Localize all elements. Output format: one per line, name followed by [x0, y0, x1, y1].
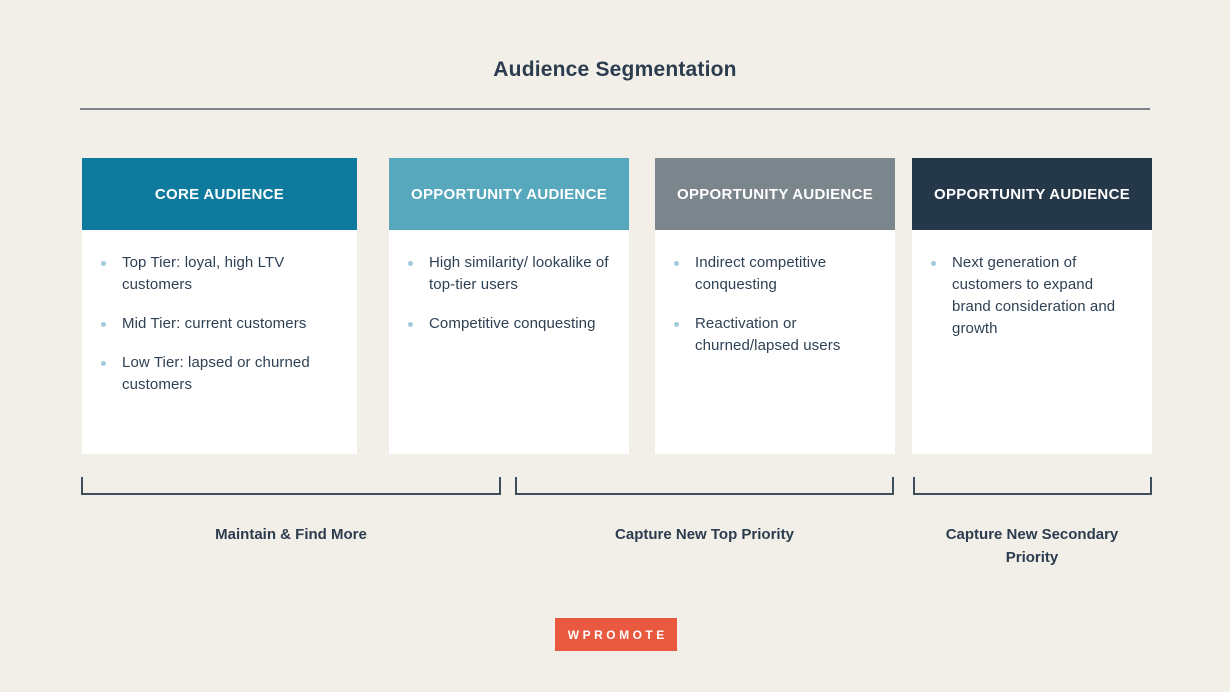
card-opportunity-audience-1-header: OPPORTUNITY AUDIENCE [389, 158, 629, 230]
group-label-maintain-find-more: Maintain & Find More [215, 526, 367, 543]
card-opportunity-audience-2: OPPORTUNITY AUDIENCE Indirect competitiv… [655, 158, 895, 454]
list-item-text: High similarity/ lookalike of top-tier u… [429, 254, 609, 293]
bracket-capture-new-secondary-priority [913, 477, 1152, 495]
bullet-list: Indirect competitive conquesting Reactiv… [673, 252, 875, 357]
card-opportunity-audience-3-body: Next generation of customers to expand b… [912, 230, 1152, 454]
list-item-text: Indirect competitive conquesting [695, 254, 827, 293]
list-item-text: Top Tier: loyal, high LTV customers [122, 254, 285, 293]
bullet-icon [674, 261, 679, 266]
card-core-audience: CORE AUDIENCE Top Tier: loyal, high LTV … [82, 158, 357, 454]
bullet-icon [674, 322, 679, 327]
list-item-text: Next generation of customers to expand b… [952, 254, 1116, 337]
bullet-icon [408, 261, 413, 266]
bullet-icon [408, 322, 413, 327]
card-opportunity-audience-1: OPPORTUNITY AUDIENCE High similarity/ lo… [389, 158, 629, 454]
bullet-icon [101, 261, 106, 266]
card-core-audience-header: CORE AUDIENCE [82, 158, 357, 230]
bracket-maintain-find-more [81, 477, 501, 495]
card-opportunity-audience-3-header: OPPORTUNITY AUDIENCE [912, 158, 1152, 230]
bullet-icon [101, 322, 106, 327]
group-label-capture-new-top-priority: Capture New Top Priority [615, 526, 794, 543]
card-opportunity-audience-2-body: Indirect competitive conquesting Reactiv… [655, 230, 895, 454]
card-opportunity-audience-2-header: OPPORTUNITY AUDIENCE [655, 158, 895, 230]
list-item: High similarity/ lookalike of top-tier u… [407, 252, 609, 296]
bracket-capture-new-top-priority [515, 477, 894, 495]
list-item-text: Low Tier: lapsed or churned customers [122, 354, 310, 393]
bullet-list: Next generation of customers to expand b… [930, 252, 1132, 340]
list-item: Next generation of customers to expand b… [930, 252, 1132, 340]
group-label-capture-new-secondary-priority: Capture New Secondary Priority [945, 526, 1119, 566]
bullet-icon [101, 361, 106, 366]
list-item: Reactivation or churned/lapsed users [673, 313, 875, 357]
list-item: Low Tier: lapsed or churned customers [100, 352, 337, 396]
list-item: Indirect competitive conquesting [673, 252, 875, 296]
card-core-audience-body: Top Tier: loyal, high LTV customers Mid … [82, 230, 357, 454]
list-item-text: Mid Tier: current customers [122, 315, 307, 332]
card-opportunity-audience-1-body: High similarity/ lookalike of top-tier u… [389, 230, 629, 454]
list-item: Competitive conquesting [407, 313, 609, 335]
list-item-text: Competitive conquesting [429, 315, 596, 332]
list-item: Mid Tier: current customers [100, 313, 337, 335]
card-opportunity-audience-3: OPPORTUNITY AUDIENCE Next generation of … [912, 158, 1152, 454]
bullet-list: Top Tier: loyal, high LTV customers Mid … [100, 252, 337, 396]
page-title: Audience Segmentation [493, 58, 737, 81]
list-item-text: Reactivation or churned/lapsed users [695, 315, 841, 354]
bullet-list: High similarity/ lookalike of top-tier u… [407, 252, 609, 335]
title-divider [80, 108, 1150, 110]
bullet-icon [931, 261, 936, 266]
list-item: Top Tier: loyal, high LTV customers [100, 252, 337, 296]
wpromote-logo: WPROMOTE [555, 618, 677, 651]
